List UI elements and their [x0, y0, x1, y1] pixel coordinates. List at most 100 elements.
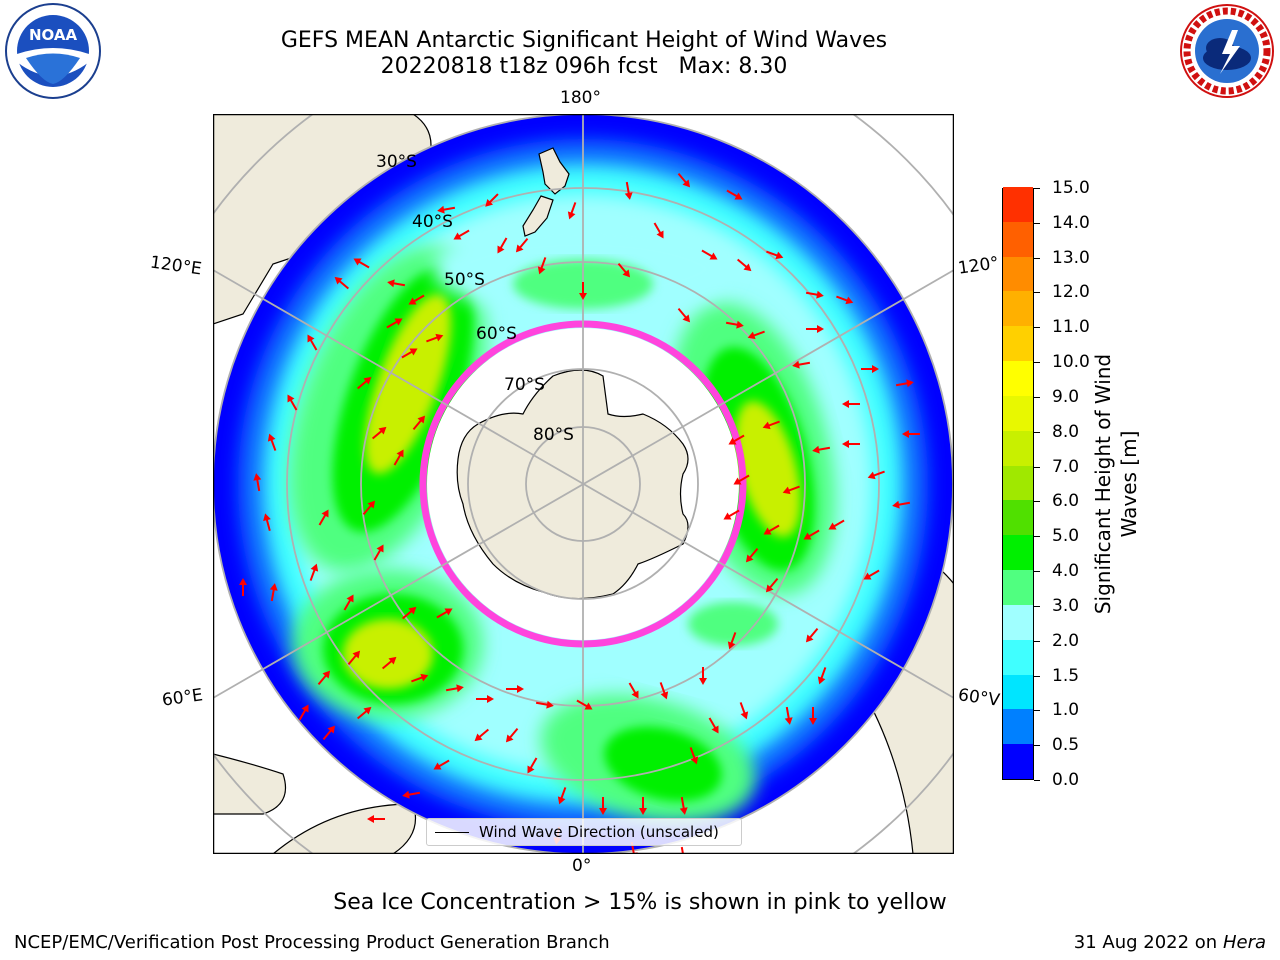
colorbar-tick-mark: [1034, 431, 1040, 433]
colorbar-segment: [1003, 325, 1033, 362]
land-antarctica: [456, 369, 689, 600]
wave-direction-arrow: [334, 276, 350, 290]
wave-direction-arrow: [436, 608, 453, 619]
colorbar-tick-label: 10.0: [1052, 352, 1090, 373]
wave-direction-arrow: [828, 519, 845, 530]
colorbar-segment: [1003, 256, 1033, 292]
wave-direction-arrow: [617, 262, 631, 278]
colorbar-tick-label: 3.0: [1052, 595, 1080, 616]
wave-direction-arrow: [317, 670, 331, 686]
colorbar-tick-mark: [1034, 188, 1040, 189]
wave-direction-arrow: [433, 759, 450, 770]
colorbar-tick-label: 5.0: [1052, 526, 1080, 547]
colorbar-tick-label: 12.0: [1052, 282, 1090, 303]
colorbar-tick-label: 7.0: [1052, 456, 1080, 477]
colorbar-tick-label: 0.5: [1052, 735, 1080, 756]
wave-direction-arrow: [453, 229, 470, 240]
legend-line-swatch: [435, 832, 469, 833]
colorbar-segment: [1003, 360, 1033, 396]
colorbar-segment: [1003, 674, 1033, 710]
wave-direction-arrow: [506, 685, 524, 693]
wave-direction-arrow: [836, 295, 854, 305]
colorbar-tick-label: 6.0: [1052, 491, 1080, 512]
footer-date-text: 31 Aug 2022 on: [1073, 932, 1218, 953]
colorbar-segment: [1003, 569, 1033, 605]
wave-direction-arrow: [537, 257, 547, 275]
lon-label-0: 0°: [572, 856, 592, 876]
wave-direction-arrow: [725, 320, 744, 329]
colorbar-tick-label: 1.5: [1052, 665, 1080, 686]
wave-direction-arrow: [763, 524, 780, 535]
colorbar-tick-label: 14.0: [1052, 212, 1090, 233]
colorbar-tick-mark: [1034, 640, 1040, 642]
wave-direction-arrow: [535, 700, 554, 709]
wave-direction-arrow: [699, 667, 707, 685]
wave-direction-arrow: [803, 529, 820, 540]
wave-direction-arrow: [401, 348, 418, 359]
wave-direction-arrow: [723, 509, 740, 520]
wave-direction-arrow: [659, 682, 669, 700]
colorbar-tick-mark: [1034, 501, 1040, 503]
footer-credit: NCEP/EMC/Verification Post Processing Pr…: [14, 932, 610, 953]
colorbar-tick-mark: [1034, 605, 1040, 607]
lat-label-30s: 30°S: [376, 152, 417, 172]
legend-label: Wind Wave Direction (unscaled): [479, 823, 719, 841]
wave-direction-arrow: [576, 699, 593, 710]
colorbar-tick-label: 11.0: [1052, 317, 1090, 338]
wave-direction-arrow: [809, 707, 817, 725]
wave-direction-arrow: [373, 544, 384, 561]
wave-direction-arrow: [805, 290, 824, 299]
wave-direction-arrow: [401, 606, 417, 620]
wave-direction-arrow: [782, 485, 800, 495]
wave-direction-arrow: [733, 474, 750, 485]
wave-direction-arrow: [381, 656, 397, 670]
wave-direction-arrow: [792, 360, 811, 369]
wave-direction-arrow: [736, 258, 752, 272]
colorbar-tick-label: 0.0: [1052, 770, 1080, 790]
svg-text:NOAA: NOAA: [29, 26, 78, 44]
colorbar-segment: [1003, 430, 1033, 466]
wave-direction-arrow: [679, 796, 688, 815]
wave-direction-arrow: [784, 706, 793, 725]
colorbar-tick-mark: [1034, 466, 1040, 468]
wave-direction-arrow: [557, 787, 567, 805]
footer-machine: Hera: [1222, 932, 1266, 953]
wave-direction-arrow: [765, 577, 779, 593]
colorbar-tick-mark: [1034, 257, 1040, 259]
wave-direction-arrow: [727, 632, 737, 650]
wave-direction-arrow: [445, 684, 464, 693]
wave-direction-arrow: [412, 415, 426, 431]
colorbar-tick-mark: [1034, 745, 1040, 747]
colorbar-tick-label: 8.0: [1052, 421, 1080, 442]
wave-direction-arrow: [402, 790, 421, 799]
wave-direction-arrow: [505, 727, 519, 743]
colorbar-tick-label: 9.0: [1052, 386, 1080, 407]
colorbar: [1002, 186, 1034, 780]
colorbar-tick-label: 15.0: [1052, 178, 1090, 198]
wave-direction-arrow: [411, 673, 429, 683]
wave-direction-arrow: [817, 667, 827, 685]
wave-direction-arrow: [263, 513, 271, 532]
wave-direction-arrow: [362, 500, 376, 516]
wave-direction-arrow: [298, 704, 309, 721]
wave-direction-arrow: [515, 237, 529, 253]
wave-direction-arrow: [253, 473, 262, 492]
colorbar-segment: [1003, 186, 1033, 222]
lat-label-50s: 50°S: [444, 270, 485, 290]
wave-direction-arrow: [567, 202, 577, 220]
polar-map-svg: [212, 113, 955, 855]
colorbar-tick-label: 1.0: [1052, 700, 1080, 721]
colorbar-title-line1: Significant Height of Wind: [1091, 353, 1115, 615]
wave-direction-arrow: [805, 627, 819, 643]
colorbar-segment: [1003, 639, 1033, 675]
colorbar-segment: [1003, 499, 1033, 536]
colorbar-tick-label: 2.0: [1052, 630, 1080, 651]
wave-direction-arrow: [527, 757, 538, 774]
chart-title-line1: GEFS MEAN Antarctic Significant Height o…: [280, 28, 888, 53]
lat-label-80s: 80°S: [533, 425, 574, 445]
wave-direction-arrow: [343, 594, 354, 611]
colorbar-tick-mark: [1034, 222, 1040, 224]
land-madagascar: [213, 753, 287, 815]
colorbar-tick-mark: [1034, 710, 1040, 712]
wave-direction-arrow: [842, 440, 860, 448]
